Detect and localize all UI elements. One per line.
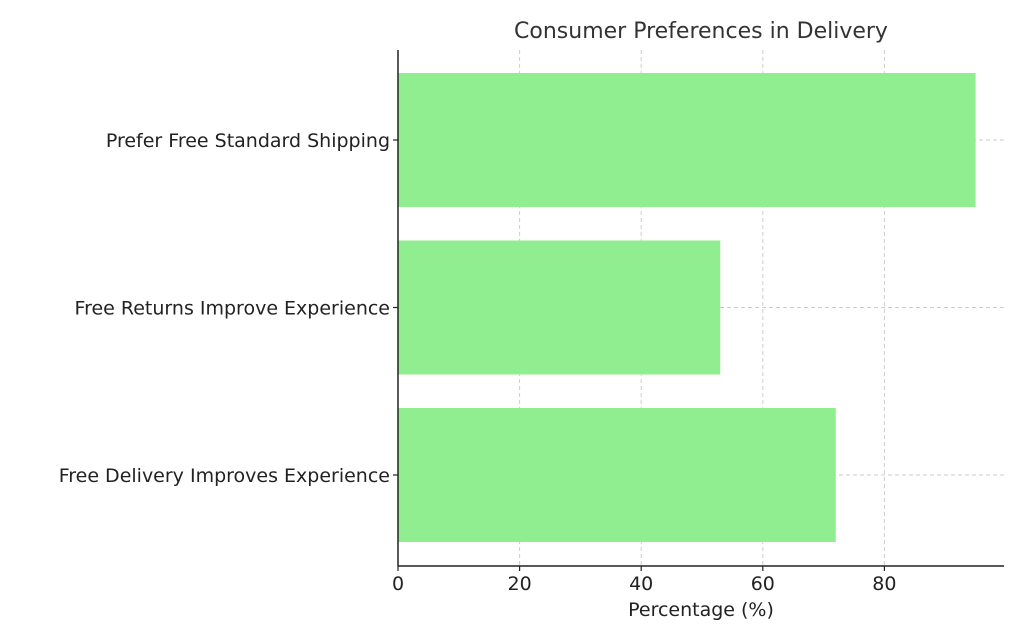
chart-title: Consumer Preferences in Delivery [514, 19, 888, 44]
bar-1 [398, 240, 721, 375]
x-tick-label-0: 0 [392, 573, 404, 595]
category-label-2: Free Delivery Improves Experience [59, 465, 390, 487]
category-label-1: Free Returns Improve Experience [75, 298, 390, 320]
bars [398, 73, 976, 542]
bar-0 [398, 73, 976, 207]
x-tick-label-20: 20 [508, 573, 532, 595]
x-tick-label-60: 60 [751, 573, 775, 595]
x-tick-label-80: 80 [872, 573, 896, 595]
x-ticks: 0 20 40 60 80 [392, 566, 896, 595]
category-label-0: Prefer Free Standard Shipping [106, 130, 390, 152]
x-tick-label-40: 40 [629, 573, 653, 595]
bar-2 [398, 408, 836, 542]
x-axis-label: Percentage (%) [628, 599, 774, 621]
category-labels: Prefer Free Standard Shipping Free Return… [59, 130, 398, 487]
